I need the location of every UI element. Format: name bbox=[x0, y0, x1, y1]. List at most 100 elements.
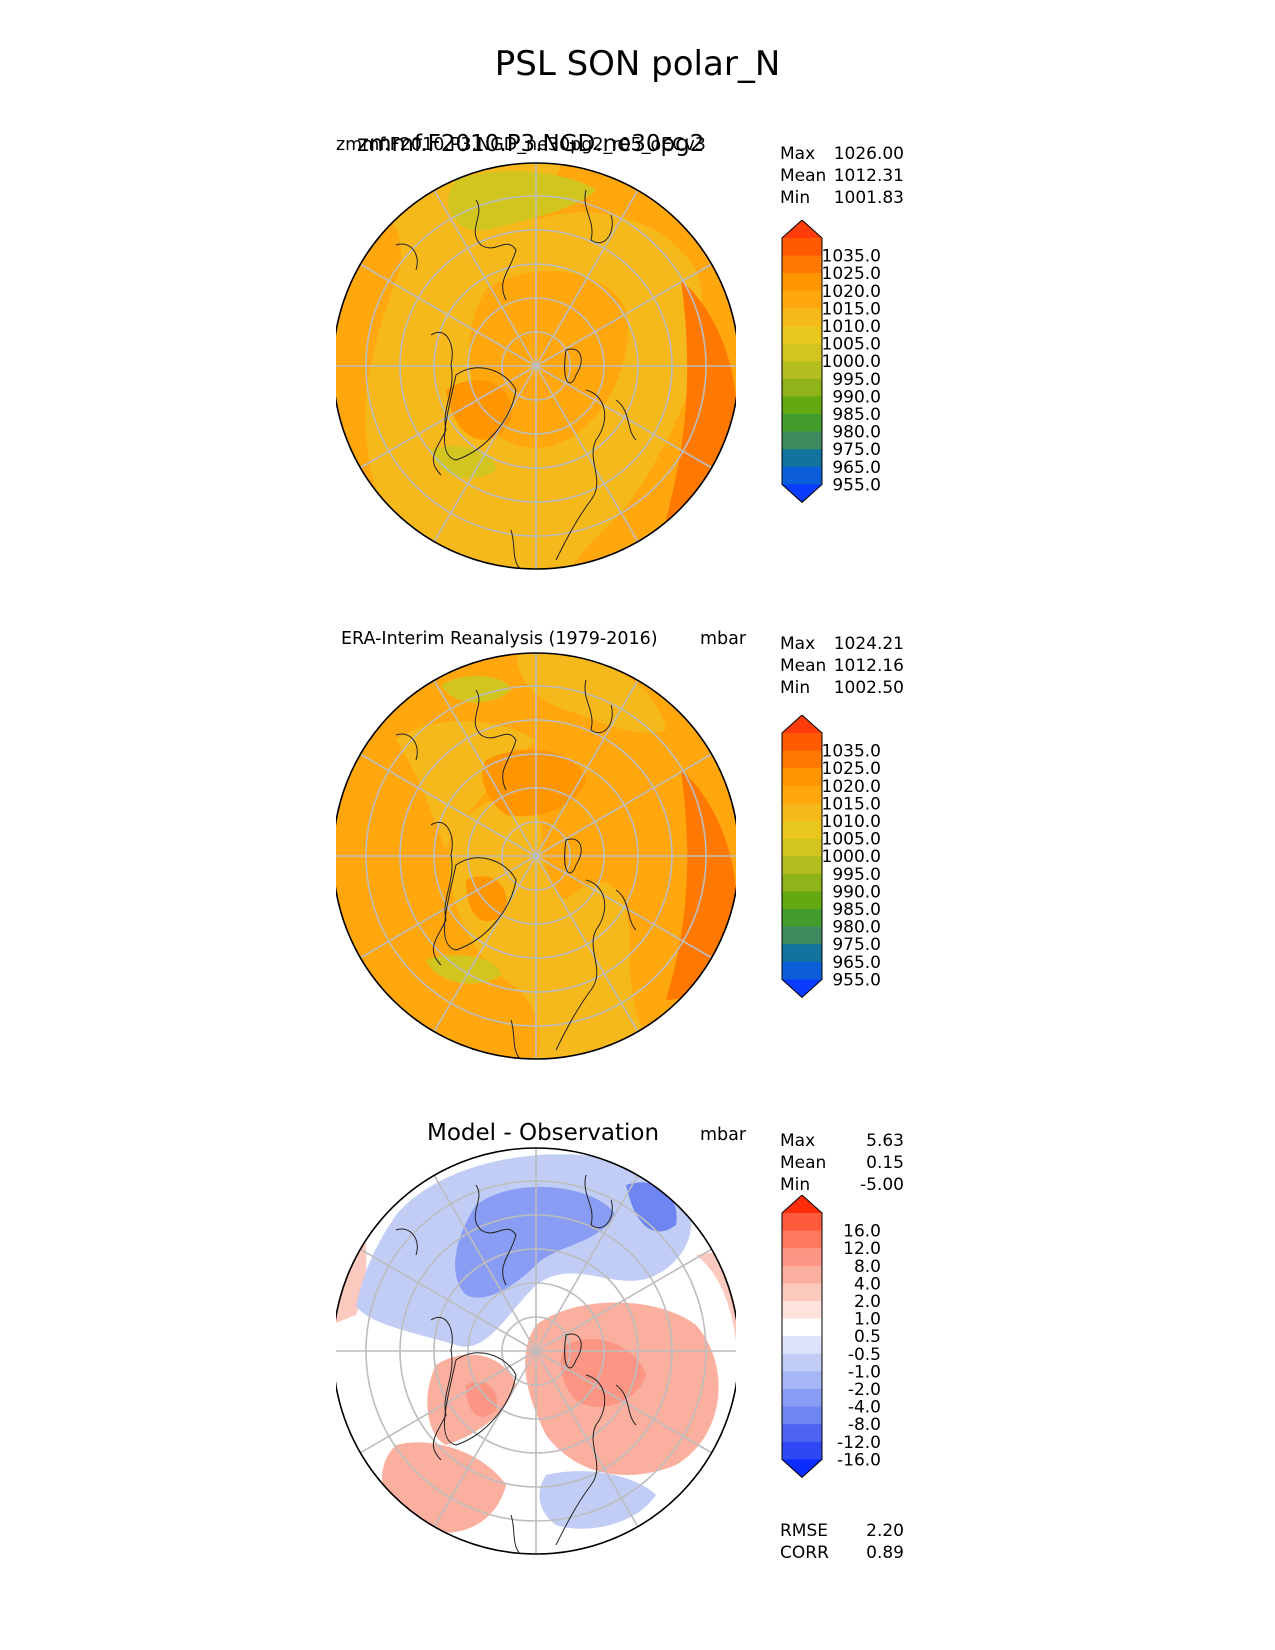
colorbar-segment bbox=[782, 326, 822, 344]
colorbar-segment bbox=[782, 343, 822, 362]
colorbar-segment bbox=[782, 308, 822, 327]
colorbar-tick-label: 975.0 bbox=[832, 440, 881, 460]
colorbar-segment bbox=[782, 856, 822, 875]
stat-key: Max bbox=[780, 144, 816, 164]
stat-value: 1026.00 bbox=[833, 144, 904, 164]
colorbar-segment bbox=[782, 944, 822, 963]
colorbar-obs: 1035.01025.01020.01015.01010.01005.01000… bbox=[781, 715, 881, 999]
colorbar-tick-label: 985.0 bbox=[832, 900, 881, 920]
colorbar-tick-label: 990.0 bbox=[832, 387, 881, 407]
colorbar-tick-label: 1025.0 bbox=[822, 264, 881, 284]
map-fill-region bbox=[396, 721, 666, 1059]
colorbar-tick-label: 985.0 bbox=[832, 405, 881, 425]
colorbar-diff: 16.012.08.04.02.01.00.5-0.5-1.0-2.0-4.0-… bbox=[781, 1195, 881, 1479]
colorbar-segment bbox=[782, 466, 822, 485]
diff-metrics: RMSE 2.20 CORR 0.89 bbox=[780, 1520, 904, 1564]
colorbar-segment bbox=[782, 238, 822, 256]
stat-value: 1002.50 bbox=[833, 678, 904, 698]
colorbar-tick-label: 12.0 bbox=[843, 1239, 881, 1259]
colorbar-tick-label: -12.0 bbox=[837, 1433, 881, 1453]
colorbar-tick-label: 1035.0 bbox=[822, 742, 881, 762]
diff-label: Model - Observation bbox=[427, 1120, 660, 1146]
stat-value: 1001.83 bbox=[833, 188, 904, 208]
map-fill-region bbox=[516, 653, 666, 733]
colorbar-segment bbox=[782, 396, 822, 415]
colorbar-segment bbox=[782, 785, 822, 804]
colorbar-segment bbox=[782, 273, 822, 292]
metric-value: 0.89 bbox=[866, 1543, 904, 1563]
colorbar-arrow-bottom bbox=[782, 979, 822, 998]
colorbar-outline bbox=[781, 1195, 823, 1479]
colorbar-segment bbox=[782, 909, 822, 927]
colorbar-segment bbox=[782, 803, 822, 822]
graticule bbox=[336, 653, 736, 1059]
colorbar-segment bbox=[782, 821, 822, 839]
colorbar-tick-label: 965.0 bbox=[832, 458, 881, 478]
model-stats: Max 1026.00 Mean 1012.31 Min 1001.83 bbox=[780, 143, 904, 209]
colorbar-tick-label: 1035.0 bbox=[822, 247, 881, 267]
colorbar-tick-label: 1000.0 bbox=[822, 847, 881, 867]
map-fill-region bbox=[539, 1471, 656, 1529]
colorbar-segment bbox=[782, 1353, 822, 1372]
stat-key: Min bbox=[780, 1175, 811, 1195]
colorbar-tick-label: 980.0 bbox=[832, 423, 881, 443]
colorbar-segment bbox=[782, 768, 822, 787]
colorbar-tick-label: -8.0 bbox=[848, 1415, 881, 1435]
colorbar-segment bbox=[782, 361, 822, 380]
colorbar-tick-label: 1020.0 bbox=[822, 282, 881, 302]
colorbar-tick-label: 1010.0 bbox=[822, 317, 881, 337]
graticule bbox=[336, 1148, 736, 1554]
stat-key: Min bbox=[780, 678, 811, 698]
colorbar-outline bbox=[781, 220, 823, 504]
colorbar-tick-label: 0.5 bbox=[854, 1327, 881, 1347]
obs-stats: Max 1024.21 Mean 1012.16 Min 1002.50 bbox=[780, 633, 904, 699]
colorbar-segment bbox=[782, 926, 822, 945]
stat-key: Mean bbox=[780, 166, 827, 186]
colorbar-tick-label: 990.0 bbox=[832, 882, 881, 902]
stat-key: Max bbox=[780, 634, 816, 654]
map-fill-region bbox=[626, 1182, 677, 1232]
model-label: zmmf.F2010.P3.NGD.ne30pg2 bbox=[357, 131, 705, 157]
map-fill-region bbox=[482, 749, 586, 817]
coastlines bbox=[395, 679, 637, 1059]
colorbar-tick-label: 995.0 bbox=[832, 865, 881, 885]
metric-key: RMSE bbox=[780, 1521, 829, 1541]
colorbar-segment bbox=[782, 1406, 822, 1425]
colorbar-segment bbox=[782, 838, 822, 857]
colorbar-segment bbox=[782, 290, 822, 309]
stat-value: 0.15 bbox=[866, 1153, 904, 1173]
diff-units: mbar bbox=[700, 1125, 747, 1145]
colorbar-arrow-top bbox=[782, 1195, 822, 1213]
colorbar-tick-label: 1015.0 bbox=[822, 794, 881, 814]
map-fill-region bbox=[447, 171, 596, 231]
stat-key: Max bbox=[780, 1131, 816, 1151]
colorbar-tick-label: 4.0 bbox=[854, 1274, 881, 1294]
colorbar-tick-label: -4.0 bbox=[848, 1398, 881, 1418]
stat-value: 5.63 bbox=[866, 1131, 904, 1151]
model-polar-map bbox=[336, 162, 736, 570]
obs-label: ERA-Interim Reanalysis (1979-2016) bbox=[341, 629, 658, 649]
model-label-overlap: zmmf.F2010.P3.NGD_ne30pg2_r05_oECv3 bbox=[336, 135, 706, 155]
colorbar-segment bbox=[782, 1389, 822, 1407]
obs-units: mbar bbox=[700, 629, 747, 649]
colorbar-segment bbox=[782, 1213, 822, 1231]
colorbar-tick-label: 955.0 bbox=[832, 475, 881, 495]
colorbar-segment bbox=[782, 1230, 822, 1249]
graticule bbox=[336, 163, 736, 569]
colorbar-tick-label: 1.0 bbox=[854, 1310, 881, 1330]
colorbar-segment bbox=[782, 1301, 822, 1319]
metric-key: CORR bbox=[780, 1543, 829, 1563]
stat-key: Mean bbox=[780, 1153, 827, 1173]
colorbar-tick-label: 980.0 bbox=[832, 918, 881, 938]
colorbar-segment bbox=[782, 733, 822, 751]
colorbar-segment bbox=[782, 1336, 822, 1355]
colorbar-tick-label: -16.0 bbox=[837, 1450, 881, 1470]
colorbar-arrow-bottom bbox=[782, 1459, 822, 1478]
colorbar-segment bbox=[782, 873, 822, 892]
colorbar-tick-label: 16.0 bbox=[843, 1222, 881, 1242]
colorbar-tick-label: 1005.0 bbox=[822, 830, 881, 850]
colorbar-tick-label: 975.0 bbox=[832, 935, 881, 955]
colorbar-model: 1035.01025.01020.01015.01010.01005.01000… bbox=[781, 220, 881, 504]
stat-value: 1024.21 bbox=[833, 634, 904, 654]
figure-title: PSL SON polar_N bbox=[494, 44, 781, 84]
